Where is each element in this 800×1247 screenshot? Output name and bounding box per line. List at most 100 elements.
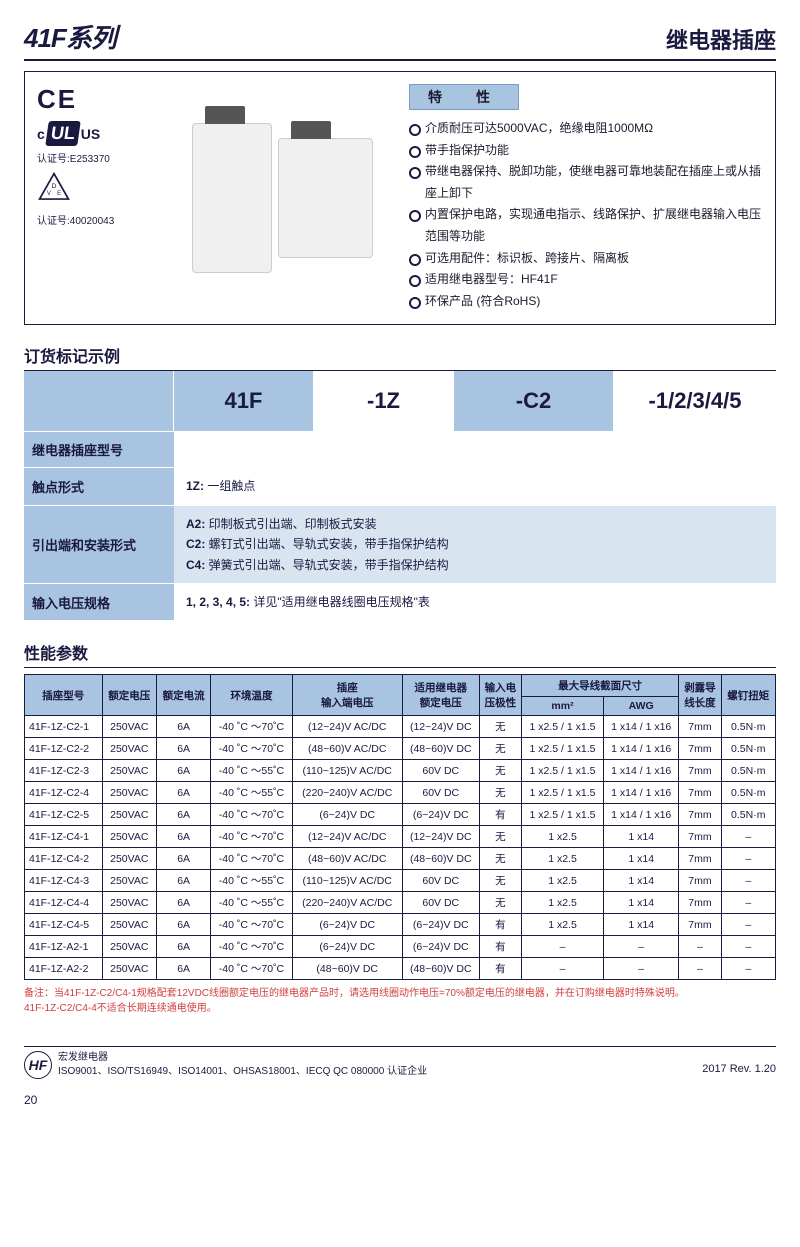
table-cell: 7mm	[679, 782, 721, 804]
table-cell: 6A	[156, 760, 210, 782]
table-cell: 250VAC	[102, 914, 156, 936]
table-cell: -40 ˚C ～70˚C	[211, 804, 292, 826]
table-cell: 6A	[156, 936, 210, 958]
table-cell: 41F-1Z-A2-1	[25, 936, 103, 958]
table-cell: 1 x2.5 / 1 x1.5	[521, 760, 603, 782]
th-torque: 螺钉扭矩	[721, 675, 775, 716]
table-cell: 6A	[156, 804, 210, 826]
table-row: 41F-1Z-C4-4250VAC6A-40 ˚C ～55˚C(220~240)…	[25, 892, 776, 914]
ordering-row-desc: 1, 2, 3, 4, 5: 详见"适用继电器线圈电压规格"表	[174, 584, 776, 620]
table-cell: -40 ˚C ～70˚C	[211, 738, 292, 760]
table-cell: 250VAC	[102, 892, 156, 914]
table-cell: 7mm	[679, 914, 721, 936]
table-cell: (48~60)V DC	[292, 958, 402, 980]
features-panel: 特 性 介质耐压可达5000VAC，绝缘电阻1000MΩ带手指保护功能带继电器保…	[397, 84, 763, 312]
table-cell: 6A	[156, 958, 210, 980]
table-cell: (110~125)V AC/DC	[292, 870, 402, 892]
table-cell: –	[721, 958, 775, 980]
table-row: 41F-1Z-A2-2250VAC6A-40 ˚C ～70˚C(48~60)V …	[25, 958, 776, 980]
table-cell: (6~24)V DC	[402, 804, 479, 826]
ulus-c: c	[37, 126, 45, 142]
table-cell: (48~60)V DC	[402, 848, 479, 870]
feature-item: 内置保护电路，实现通电指示、线路保护、扩展继电器输入电压范围等功能	[409, 204, 763, 247]
table-cell: 无	[479, 760, 521, 782]
table-cell: 1 x2.5 / 1 x1.5	[521, 782, 603, 804]
table-cell: 有	[479, 804, 521, 826]
table-cell: -40 ˚C ～70˚C	[211, 848, 292, 870]
table-cell: 无	[479, 892, 521, 914]
ordering-row: 触点形式1Z: 一组触点	[24, 467, 776, 504]
th-temp: 环境温度	[211, 675, 292, 716]
product-image-2	[278, 138, 373, 258]
table-cell: 60V DC	[402, 892, 479, 914]
th-mm2: mm²	[521, 697, 603, 716]
vde-mark: DVE	[37, 171, 167, 208]
product-images	[167, 84, 397, 312]
table-cell: (12~24)V AC/DC	[292, 716, 402, 738]
table-cell: 1 x2.5 / 1 x1.5	[521, 804, 603, 826]
table-row: 41F-1Z-A2-1250VAC6A-40 ˚C ～70˚C(6~24)V D…	[25, 936, 776, 958]
table-cell: 有	[479, 958, 521, 980]
order-code-p1: 41F	[174, 371, 314, 431]
table-cell: (110~125)V AC/DC	[292, 760, 402, 782]
ordering-row-label: 引出端和安装形式	[24, 506, 174, 583]
table-cell: 41F-1Z-C2-4	[25, 782, 103, 804]
table-cell: -40 ˚C ～70˚C	[211, 716, 292, 738]
ul-cert-number: 认证号:E253370	[37, 150, 167, 165]
order-code-p4: -1/2/3/4/5	[614, 371, 776, 431]
feature-item: 带继电器保持、脱卸功能，使继电器可靠地装配在插座上或从插座上卸下	[409, 161, 763, 204]
table-cell: (48~60)V AC/DC	[292, 738, 402, 760]
table-cell: 0.5N·m	[721, 716, 775, 738]
table-cell: (48~60)V DC	[402, 738, 479, 760]
table-cell: 41F-1Z-C2-2	[25, 738, 103, 760]
table-cell: 1 x14	[604, 848, 679, 870]
ordering-rows: 继电器插座型号触点形式1Z: 一组触点引出端和安装形式A2: 印制板式引出端、印…	[24, 431, 776, 620]
order-code-p2: -1Z	[314, 371, 454, 431]
page-number: 20	[24, 1093, 776, 1107]
ordering-section: 订货标记示例 41F -1Z -C2 -1/2/3/4/5 继电器插座型号触点形…	[24, 343, 776, 620]
table-cell: 250VAC	[102, 782, 156, 804]
table-cell: 7mm	[679, 848, 721, 870]
table-cell: 6A	[156, 870, 210, 892]
order-code-display: 41F -1Z -C2 -1/2/3/4/5	[24, 371, 776, 431]
table-cell: 6A	[156, 848, 210, 870]
page-footer: HF 宏发继电器 ISO9001、ISO/TS16949、ISO14001、OH…	[24, 1046, 776, 1079]
product-category: 继电器插座	[666, 23, 776, 55]
ordering-row-label: 输入电压规格	[24, 584, 174, 620]
footer-certs: ISO9001、ISO/TS16949、ISO14001、OHSAS18001、…	[58, 1065, 427, 1079]
table-cell: 0.5N·m	[721, 782, 775, 804]
table-cell: 7mm	[679, 870, 721, 892]
table-cell: 无	[479, 716, 521, 738]
table-cell: 1 x14	[604, 892, 679, 914]
table-cell: 0.5N·m	[721, 738, 775, 760]
table-cell: -40 ˚C ～70˚C	[211, 826, 292, 848]
table-cell: 60V DC	[402, 760, 479, 782]
ordering-row-desc: A2: 印制板式引出端、印制板式安装C2: 螺钉式引出端、导轨式安装，带手指保护…	[174, 506, 776, 583]
table-cell: 有	[479, 914, 521, 936]
table-cell: -40 ˚C ～55˚C	[211, 892, 292, 914]
table-cell: 250VAC	[102, 848, 156, 870]
th-awg: AWG	[604, 697, 679, 716]
ulus-us: US	[81, 126, 100, 142]
table-cell: 1 x14 / 1 x16	[604, 782, 679, 804]
table-cell: 41F-1Z-C4-3	[25, 870, 103, 892]
table-cell: -40 ˚C ～55˚C	[211, 782, 292, 804]
feature-item: 环保产品 (符合RoHS)	[409, 291, 763, 313]
table-cell: (48~60)V AC/DC	[292, 848, 402, 870]
table-cell: 1 x2.5 / 1 x1.5	[521, 738, 603, 760]
table-cell: 1 x14 / 1 x16	[604, 804, 679, 826]
table-cell: 1 x14 / 1 x16	[604, 738, 679, 760]
series-suffix: 系列	[66, 23, 116, 53]
table-cell: 41F-1Z-C4-2	[25, 848, 103, 870]
th-socket-v: 插座输入端电压	[292, 675, 402, 716]
table-row: 41F-1Z-C4-1250VAC6A-40 ˚C ～70˚C(12~24)V …	[25, 826, 776, 848]
table-cell: 1 x2.5	[521, 870, 603, 892]
table-cell: 41F-1Z-C4-1	[25, 826, 103, 848]
ul-icon: UL	[45, 121, 81, 146]
table-cell: (220~240)V AC/DC	[292, 892, 402, 914]
table-row: 41F-1Z-C4-2250VAC6A-40 ˚C ～70˚C(48~60)V …	[25, 848, 776, 870]
table-row: 41F-1Z-C2-1250VAC6A-40 ˚C ～70˚C(12~24)V …	[25, 716, 776, 738]
table-cell: 6A	[156, 782, 210, 804]
features-title: 特 性	[409, 84, 519, 110]
th-wire: 最大导线截面尺寸	[521, 675, 678, 697]
